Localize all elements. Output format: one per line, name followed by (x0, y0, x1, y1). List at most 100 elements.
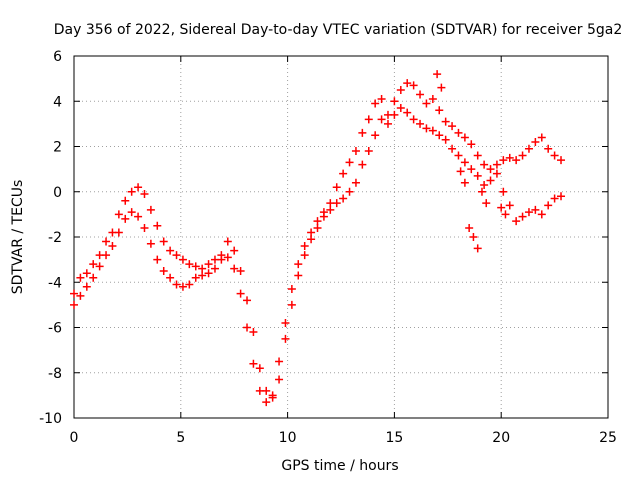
data-point (230, 246, 239, 255)
data-point (166, 273, 175, 282)
data-point (121, 214, 130, 223)
data-point (339, 169, 348, 178)
data-point (377, 94, 386, 103)
data-point (550, 194, 559, 203)
x-tick-label: 20 (492, 430, 510, 446)
data-point (557, 192, 566, 201)
data-point (480, 180, 489, 189)
data-point (255, 364, 264, 373)
x-tick-label: 10 (279, 430, 297, 446)
data-point (185, 280, 194, 289)
data-point (557, 156, 566, 165)
data-point (300, 242, 309, 251)
data-point (390, 97, 399, 106)
grid (74, 56, 608, 418)
data-point (146, 239, 155, 248)
data-point (435, 131, 444, 140)
data-point (294, 260, 303, 269)
data-point (460, 133, 469, 142)
data-point (473, 171, 482, 180)
data-point (178, 255, 187, 264)
data-point (531, 137, 540, 146)
data-point (281, 318, 290, 327)
data-point (544, 201, 553, 210)
y-axis-label: SDTVAR / TECUs (10, 180, 26, 295)
data-point (127, 187, 136, 196)
data-point (512, 156, 521, 165)
data-point (416, 119, 425, 128)
data-point (482, 199, 491, 208)
data-point (146, 205, 155, 214)
data-point (287, 300, 296, 309)
data-point (531, 205, 540, 214)
data-point (326, 205, 335, 214)
y-tick-label: 2 (53, 140, 62, 156)
data-point (153, 255, 162, 264)
data-point (537, 133, 546, 142)
data-point (217, 255, 226, 264)
data-point (223, 237, 232, 246)
data-point (477, 187, 486, 196)
data-point (114, 228, 123, 237)
y-tick-label: 0 (53, 185, 62, 201)
data-point (108, 242, 117, 251)
data-point (473, 151, 482, 160)
data-point (486, 176, 495, 185)
data-point (159, 266, 168, 275)
data-point (172, 280, 181, 289)
x-tick-label: 5 (176, 430, 185, 446)
data-point (448, 144, 457, 153)
data-point (518, 151, 527, 160)
data-point (433, 70, 442, 79)
data-point (469, 233, 478, 241)
data-point (467, 140, 476, 149)
data-point (501, 210, 510, 219)
data-point (505, 153, 514, 162)
data-point (332, 183, 341, 192)
data-point (210, 264, 219, 273)
data-point (230, 264, 239, 273)
data-point (172, 251, 181, 260)
data-point (403, 108, 412, 117)
data-point (524, 208, 533, 217)
data-point (76, 273, 85, 282)
data-point (198, 271, 207, 280)
data-point (396, 85, 405, 94)
data-point (437, 83, 446, 92)
data-point (255, 386, 264, 395)
data-point (371, 99, 380, 108)
data-point (467, 165, 476, 174)
data-point (82, 282, 91, 291)
data-point (114, 210, 123, 219)
x-axis-label: GPS time / hours (281, 458, 398, 474)
data-point (441, 117, 450, 126)
y-tick-label: -10 (39, 411, 62, 427)
data-point (102, 251, 111, 260)
data-point (460, 158, 469, 167)
data-point (140, 223, 149, 232)
data-point (497, 203, 506, 212)
data-point (300, 251, 309, 260)
data-point (428, 94, 437, 103)
data-point (332, 199, 341, 208)
data-point (505, 201, 514, 210)
data-point (102, 237, 111, 246)
data-point (134, 183, 143, 192)
data-series (70, 79, 566, 400)
data-point (473, 244, 482, 253)
data-point (460, 178, 469, 187)
data-point (492, 160, 501, 169)
data-point (435, 106, 444, 115)
data-point (319, 212, 328, 221)
data-point (95, 262, 104, 271)
data-point (166, 246, 175, 255)
data-point (492, 169, 501, 178)
data-point (518, 212, 527, 221)
data-point (307, 235, 316, 244)
data-point (377, 115, 386, 124)
y-tick-label: -8 (48, 366, 62, 382)
data-point (364, 147, 373, 156)
x-tick-label: 0 (70, 430, 79, 446)
data-point (313, 223, 322, 232)
data-point (345, 158, 354, 167)
